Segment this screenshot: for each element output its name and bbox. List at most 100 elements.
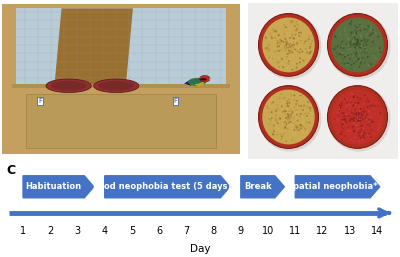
Circle shape — [278, 34, 280, 36]
Circle shape — [350, 99, 352, 102]
Circle shape — [354, 114, 356, 116]
Circle shape — [296, 126, 297, 128]
Circle shape — [289, 124, 290, 126]
Circle shape — [358, 116, 360, 118]
Circle shape — [343, 119, 345, 121]
Circle shape — [310, 43, 312, 45]
Circle shape — [288, 118, 290, 120]
Circle shape — [354, 60, 356, 62]
Circle shape — [264, 113, 266, 115]
Circle shape — [354, 115, 356, 117]
Circle shape — [291, 20, 293, 22]
Circle shape — [284, 97, 286, 99]
Circle shape — [355, 56, 357, 58]
Circle shape — [274, 38, 276, 40]
Circle shape — [297, 120, 299, 122]
Circle shape — [277, 122, 278, 124]
Circle shape — [266, 105, 268, 107]
Circle shape — [287, 118, 288, 120]
Circle shape — [285, 26, 286, 28]
Circle shape — [359, 34, 361, 36]
Circle shape — [350, 33, 352, 35]
Circle shape — [291, 69, 293, 71]
Circle shape — [353, 41, 355, 43]
Circle shape — [291, 116, 292, 118]
Circle shape — [298, 35, 300, 37]
Circle shape — [363, 103, 365, 105]
Circle shape — [282, 97, 284, 99]
Circle shape — [291, 42, 293, 44]
Circle shape — [349, 115, 350, 117]
Circle shape — [300, 95, 301, 97]
Circle shape — [285, 140, 287, 142]
Circle shape — [365, 51, 366, 53]
Circle shape — [271, 37, 273, 39]
Circle shape — [354, 43, 356, 45]
Circle shape — [287, 101, 288, 103]
Circle shape — [308, 38, 310, 40]
Circle shape — [377, 36, 379, 38]
Circle shape — [268, 50, 270, 52]
Circle shape — [367, 39, 369, 41]
Circle shape — [335, 55, 337, 57]
Circle shape — [350, 53, 352, 55]
Circle shape — [291, 53, 293, 54]
Circle shape — [366, 114, 368, 115]
Circle shape — [281, 56, 283, 58]
Circle shape — [288, 44, 290, 46]
Circle shape — [364, 40, 365, 41]
Circle shape — [358, 102, 359, 104]
Circle shape — [351, 92, 353, 94]
Circle shape — [278, 135, 280, 136]
Circle shape — [350, 39, 352, 41]
Circle shape — [300, 40, 302, 41]
Circle shape — [361, 133, 363, 135]
Circle shape — [367, 64, 369, 66]
Circle shape — [278, 66, 280, 68]
Circle shape — [278, 57, 280, 59]
Circle shape — [274, 29, 276, 31]
Ellipse shape — [328, 14, 390, 79]
Circle shape — [365, 28, 367, 30]
Circle shape — [364, 28, 366, 30]
Circle shape — [355, 116, 357, 118]
Circle shape — [289, 119, 291, 121]
Circle shape — [277, 108, 279, 110]
Circle shape — [286, 35, 288, 38]
Circle shape — [286, 42, 288, 43]
Circle shape — [363, 35, 365, 37]
Circle shape — [345, 118, 347, 120]
Circle shape — [270, 131, 271, 133]
Circle shape — [355, 113, 357, 115]
Circle shape — [355, 33, 357, 35]
Circle shape — [272, 118, 273, 120]
Circle shape — [366, 106, 368, 108]
Circle shape — [360, 40, 362, 42]
Circle shape — [294, 49, 296, 50]
Circle shape — [287, 117, 289, 119]
Circle shape — [360, 36, 362, 38]
Circle shape — [359, 130, 361, 132]
Circle shape — [358, 132, 360, 134]
Circle shape — [356, 116, 358, 118]
Circle shape — [342, 55, 344, 57]
Circle shape — [290, 109, 292, 111]
Circle shape — [341, 112, 343, 114]
Bar — [2, 4, 16, 154]
Circle shape — [290, 119, 292, 121]
Circle shape — [365, 41, 367, 43]
Circle shape — [278, 38, 280, 40]
Circle shape — [372, 32, 374, 34]
Circle shape — [288, 116, 290, 118]
Circle shape — [361, 52, 363, 54]
Circle shape — [353, 113, 355, 115]
Circle shape — [280, 93, 282, 95]
Circle shape — [288, 115, 290, 117]
Circle shape — [340, 133, 342, 135]
Circle shape — [365, 49, 367, 51]
Circle shape — [353, 49, 355, 50]
Circle shape — [358, 118, 360, 120]
Circle shape — [342, 45, 343, 47]
Circle shape — [273, 125, 275, 126]
Circle shape — [308, 40, 309, 41]
